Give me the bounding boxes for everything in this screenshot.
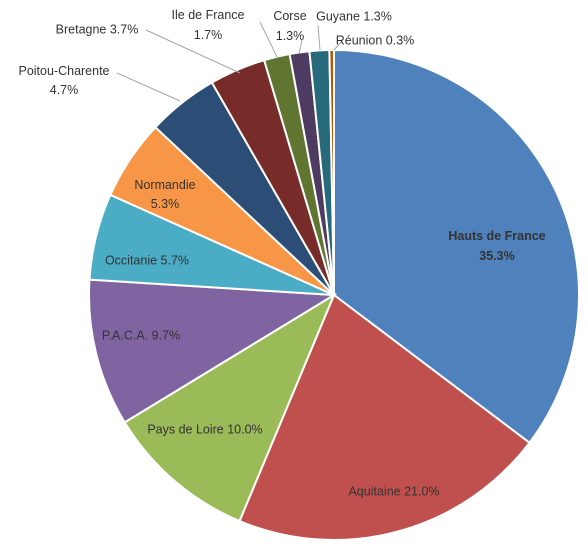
pie-slices xyxy=(88,48,580,541)
data-label-name: Hauts de France xyxy=(448,229,545,243)
leader-line-poitou-charente xyxy=(116,72,181,102)
data-label-p-a-c-a: P.A.C.A. 9.7% xyxy=(102,328,180,342)
data-label-corse: Corse 1.3% xyxy=(273,9,306,43)
pie-slice-p-a-c-a xyxy=(88,278,338,424)
leader-line-bretagne xyxy=(145,29,241,74)
data-label-hauts-de-france: Hauts de France 35.3% xyxy=(448,229,545,263)
data-label-value: 4.7% xyxy=(50,83,79,97)
data-label-name: Poitou-Charente xyxy=(18,64,109,78)
data-label-reunion: Réunion 0.3% xyxy=(336,33,415,47)
data-label-name: Normandie xyxy=(134,178,195,192)
data-label-guyane: Guyane 1.3% xyxy=(316,9,392,23)
data-label-ile-de-france: Ile de France 1.7% xyxy=(172,8,245,42)
leader-line-reunion xyxy=(333,40,343,51)
leader-line-guyane xyxy=(317,24,321,51)
data-label-poitou-charente: Poitou-Charente 4.7% xyxy=(18,64,109,97)
pie-slice-aquitaine xyxy=(238,293,531,541)
data-label-aquitaine: Aquitaine 21.0% xyxy=(348,484,439,498)
data-label-pays-de-loire: Pays de Loire 10.0% xyxy=(147,422,262,436)
leader-line-ile-de-france xyxy=(259,21,278,58)
data-label-value: 35.3% xyxy=(479,249,514,263)
data-label-normandie: Normandie 5.3% xyxy=(134,178,195,211)
pie-slice-reunion xyxy=(328,48,335,296)
data-label-value: 1.3% xyxy=(276,29,305,43)
leader-line-corse xyxy=(298,39,303,55)
data-label-value: 5.3% xyxy=(151,197,180,211)
data-label-name: Ile de France xyxy=(172,8,245,22)
data-label-value: 1.7% xyxy=(194,28,223,42)
pie-slice-hauts-de-france xyxy=(333,48,580,445)
leader-lines xyxy=(116,21,343,102)
data-label-name: Corse xyxy=(273,9,306,23)
pie-slice-pays-de-loire xyxy=(123,292,337,523)
data-labels: Hauts de France 35.3% Aquitaine 21.0% Pays … xyxy=(18,8,545,498)
data-label-bretagne: Bretagne 3.7% xyxy=(56,22,139,36)
data-label-occitanie: Occitanie 5.7% xyxy=(105,253,189,267)
